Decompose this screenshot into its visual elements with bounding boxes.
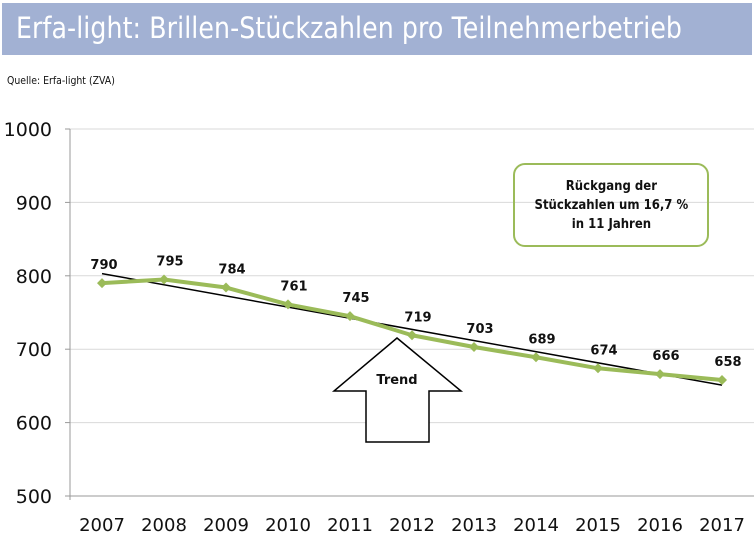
- data-point: [593, 363, 603, 374]
- y-tick-label: 900: [16, 192, 52, 214]
- data-point: [655, 369, 665, 380]
- data-label: 790: [90, 258, 117, 273]
- data-label: 719: [404, 310, 431, 325]
- title-bar: Erfa-light: Brillen-Stückzahlen pro Teil…: [2, 3, 752, 55]
- x-tick-label: 2014: [513, 515, 559, 536]
- data-point: [345, 311, 355, 322]
- callout-line-3: in 11 Jahren: [571, 216, 651, 232]
- y-tick-label: 500: [16, 486, 52, 508]
- x-tick-label: 2010: [265, 515, 311, 536]
- callout-box: Rückgang der Stückzahlen um 16,7 % in 11…: [513, 163, 709, 247]
- x-tick-label: 2017: [699, 515, 745, 536]
- x-tick-label: 2008: [141, 515, 187, 536]
- y-tick-label: 1000: [4, 119, 52, 141]
- data-point: [531, 352, 541, 363]
- data-point: [221, 282, 231, 293]
- data-point: [159, 274, 169, 285]
- x-tick-label: 2016: [637, 515, 683, 536]
- trend-line: [101, 272, 723, 386]
- callout-line-1: Rückgang der: [565, 178, 657, 194]
- data-label: 658: [714, 355, 741, 370]
- data-point: [97, 278, 107, 289]
- x-tick-label: 2011: [327, 515, 373, 536]
- y-tick-label: 700: [16, 339, 52, 361]
- page-title: Erfa-light: Brillen-Stückzahlen pro Teil…: [16, 11, 683, 45]
- x-tick-label: 2009: [203, 515, 249, 536]
- x-tick-label: 2015: [575, 515, 621, 536]
- y-tick-label: 800: [16, 266, 52, 288]
- data-point: [469, 341, 479, 352]
- data-label: 689: [528, 332, 555, 347]
- data-label: 703: [466, 322, 493, 337]
- x-tick-label: 2012: [389, 515, 435, 536]
- trend-arrow-label: Trend: [376, 373, 417, 388]
- callout-line-2: Stückzahlen um 16,7 %: [534, 197, 688, 213]
- data-label: 674: [590, 343, 617, 358]
- data-point: [283, 299, 293, 310]
- data-label: 795: [156, 254, 183, 269]
- data-label: 784: [218, 263, 245, 278]
- data-label: 666: [652, 349, 679, 364]
- data-point: [717, 375, 727, 386]
- data-label: 745: [342, 291, 369, 306]
- data-label: 761: [280, 279, 307, 294]
- source-note: Quelle: Erfa-light (ZVA): [7, 74, 115, 87]
- x-tick-label: 2013: [451, 515, 497, 536]
- x-tick-label: 2007: [79, 515, 125, 536]
- trend-arrow: [331, 337, 464, 443]
- y-tick-label: 600: [16, 413, 52, 435]
- data-point: [407, 330, 417, 341]
